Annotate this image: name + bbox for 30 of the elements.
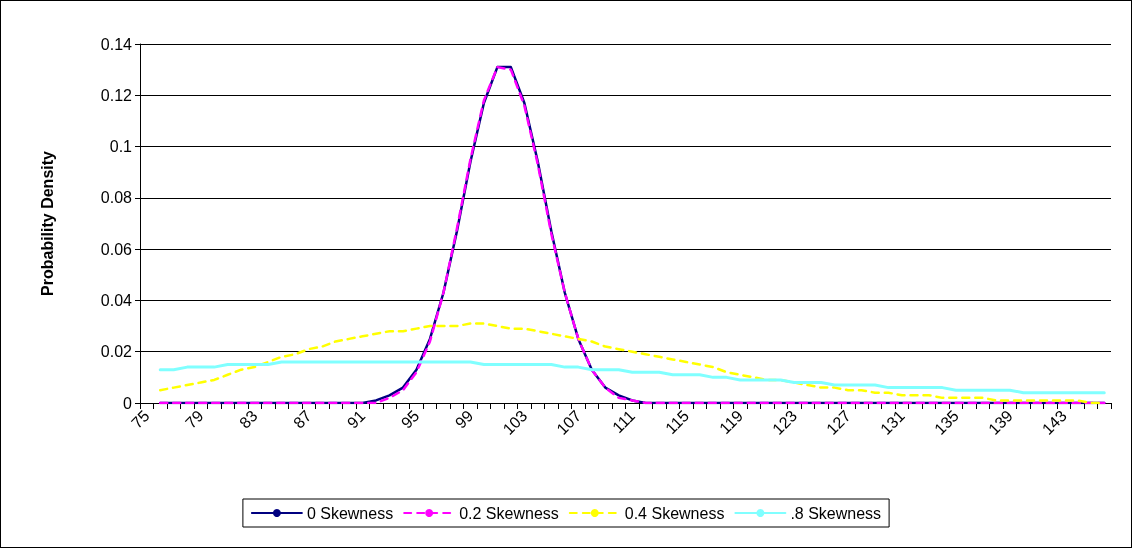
x-tick-label: 107 <box>553 406 585 438</box>
x-tick-label: 139 <box>984 406 1016 438</box>
x-tick-label: 131 <box>877 406 909 438</box>
x-tick-label: 87 <box>289 406 315 432</box>
legend-label: 0.4 Skewness <box>624 504 725 522</box>
legend-label: .8 Skewness <box>790 504 882 522</box>
y-tick-label: 0.02 <box>100 343 133 361</box>
x-tick-label: 115 <box>662 406 693 438</box>
x-tick-label: 123 <box>769 406 801 438</box>
y-tick-label: 0.06 <box>100 240 133 258</box>
x-tick-label: 119 <box>716 406 747 438</box>
x-tick-label: 99 <box>451 406 477 432</box>
x-tick-label: 103 <box>499 406 531 438</box>
y-tick-label: 0.08 <box>100 189 133 207</box>
x-tick-label: 95 <box>397 406 423 432</box>
y-tick-label: 0.14 <box>100 35 133 53</box>
y-tick-label: 0.12 <box>100 86 133 104</box>
y-tick-label: 0 <box>123 394 133 412</box>
x-tick-label: 143 <box>1038 406 1070 438</box>
y-tick-label: 0.04 <box>100 291 133 309</box>
legend-label: 0.2 Skewness <box>459 504 559 522</box>
x-tick-label: 135 <box>931 406 962 438</box>
x-tick-label: 83 <box>236 406 261 432</box>
x-tick-label: 91 <box>343 406 369 432</box>
y-axis-title: Probability Density <box>38 150 56 296</box>
y-tick-label: 0.1 <box>109 138 133 156</box>
x-tick-label: 79 <box>182 406 207 432</box>
x-tick-label: 127 <box>823 406 855 438</box>
x-tick-label: 111 <box>609 406 639 437</box>
legend-label: 0 Skewness <box>306 504 394 522</box>
